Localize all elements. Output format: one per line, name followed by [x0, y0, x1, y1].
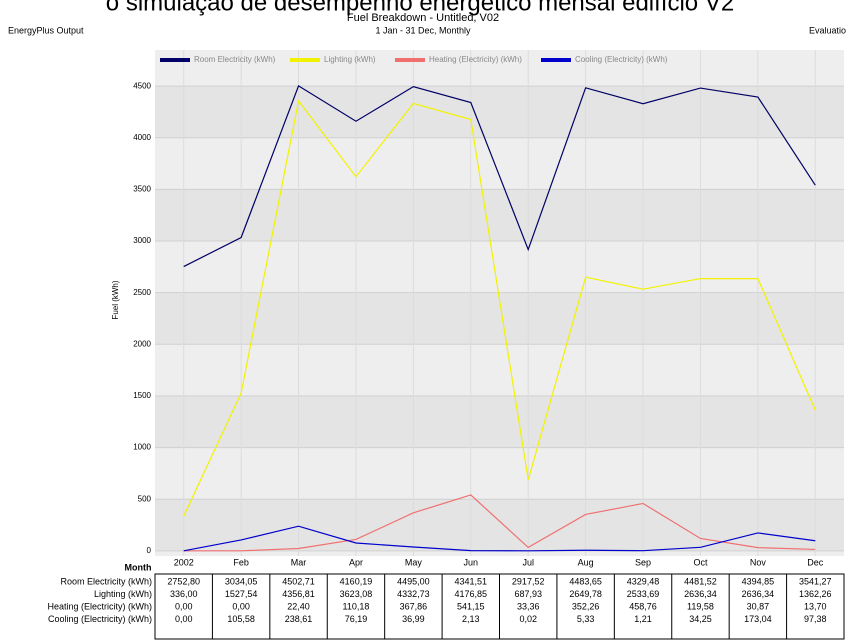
table-cell: 238,61: [285, 614, 313, 624]
table-cell: 458,76: [629, 601, 657, 611]
header-left: EnergyPlus Output: [8, 25, 84, 35]
banner: o simulação de desempenho energético men…: [106, 0, 734, 16]
table-cell: 0,02: [519, 614, 537, 624]
x-tick-label: Mar: [291, 557, 307, 567]
chart-subtitle: 1 Jan - 31 Dec, Monthly: [375, 25, 471, 35]
series-line: [183, 525, 816, 552]
table-cell: 34,25: [689, 614, 712, 624]
x-tick-label: Apr: [349, 557, 363, 567]
grid-band: [155, 86, 844, 138]
y-tick-label: 2000: [133, 339, 151, 348]
y-tick-label: 1500: [133, 391, 151, 400]
y-tick-label: 4000: [133, 133, 151, 142]
table-cell: 3541,27: [799, 576, 832, 586]
grid-band: [155, 499, 844, 551]
grid-band: [155, 189, 844, 242]
table-cell: 110,18: [343, 601, 370, 611]
table-cell: 4495,00: [397, 576, 430, 586]
table-cell: 97,38: [804, 614, 827, 624]
table-cell: 3034,05: [225, 576, 258, 586]
table-cell: 1527,54: [225, 589, 258, 599]
x-axis-label: Month: [125, 562, 152, 572]
table-cell: 541,15: [457, 601, 485, 611]
x-tick-label: May: [405, 557, 423, 567]
table-cell: 173,04: [744, 614, 772, 624]
y-tick-label: 2500: [133, 288, 151, 297]
table-cell: 0,00: [175, 601, 193, 611]
series-line: [183, 494, 816, 552]
table-cell: 4341,51: [455, 576, 488, 586]
table-cell: 3623,08: [340, 589, 373, 599]
table-row-label: Room Electricity (kWh): [60, 576, 152, 586]
chart-title: Fuel Breakdown - Untitled, V02: [347, 12, 499, 24]
legend-label: Lighting (kWh): [324, 55, 376, 64]
y-axis-label: Fuel (kWh): [111, 280, 120, 319]
table-cell: 4483,65: [569, 576, 602, 586]
table-cell: 4329,48: [627, 576, 660, 586]
table-cell: 687,93: [514, 589, 542, 599]
table-row-label: Lighting (kWh): [94, 589, 152, 599]
table-cell: 2533,69: [627, 589, 660, 599]
table-cell: 2917,52: [512, 576, 545, 586]
series-line: [183, 84, 816, 268]
table-cell: 2636,34: [684, 589, 717, 599]
table-row-label: Cooling (Electricity) (kWh): [48, 614, 152, 624]
table-cell: 336,00: [170, 589, 198, 599]
series-line: [183, 99, 816, 517]
y-tick-label: 4500: [133, 81, 151, 90]
table-row-label: Heating (Electricity) (kWh): [47, 601, 152, 611]
header-right: Evaluatio: [809, 25, 846, 35]
x-tick-label: Feb: [233, 557, 249, 567]
table-cell: 4176,85: [455, 589, 488, 599]
table-cell: 2,13: [462, 614, 480, 624]
table-cell: 352,26: [572, 601, 600, 611]
table-cell: 4332,73: [397, 589, 430, 599]
table-cell: 367,86: [400, 601, 428, 611]
table-cell: 30,87: [747, 601, 770, 611]
table-cell: 33,36: [517, 601, 540, 611]
x-tick-label: Jun: [464, 557, 479, 567]
table-cell: 2649,78: [569, 589, 602, 599]
table-cell: 4160,19: [340, 576, 373, 586]
x-tick-label: Sep: [635, 557, 651, 567]
x-tick-label: Jul: [522, 557, 534, 567]
table-cell: 4481,52: [684, 576, 717, 586]
table-cell: 4502,71: [282, 576, 315, 586]
x-tick-label: Dec: [807, 557, 824, 567]
table-cell: 22,40: [287, 601, 310, 611]
legend-label: Cooling (Electricity) (kWh): [575, 55, 668, 64]
table-cell: 4356,81: [282, 589, 315, 599]
table-cell: 13,70: [804, 601, 827, 611]
y-tick-label: 0: [147, 546, 152, 555]
y-tick-label: 1000: [133, 443, 151, 452]
grid-band: [155, 395, 844, 448]
table-cell: 4394,85: [742, 576, 775, 586]
legend-label: Heating (Electricity) (kWh): [429, 55, 522, 64]
table-cell: 119,58: [687, 601, 714, 611]
y-tick-label: 3000: [133, 236, 151, 245]
table-cell: 76,19: [345, 614, 368, 624]
table-cell: 0,00: [175, 614, 193, 624]
table-cell: 36,99: [402, 614, 425, 624]
y-tick-label: 500: [138, 494, 152, 503]
table-cell: 105,58: [227, 614, 255, 624]
table-cell: 0,00: [232, 601, 250, 611]
legend-label: Room Electricity (kWh): [194, 55, 276, 64]
table-cell: 2636,34: [742, 589, 775, 599]
x-tick-label: 2002: [174, 557, 194, 567]
table-cell: 2752,80: [167, 576, 200, 586]
table-cell: 5,33: [577, 614, 595, 624]
x-tick-label: Aug: [578, 557, 594, 567]
y-tick-label: 3500: [133, 185, 151, 194]
x-tick-label: Oct: [693, 557, 708, 567]
x-tick-label: Nov: [750, 557, 767, 567]
table-cell: 1362,26: [799, 589, 832, 599]
table-cell: 1,21: [634, 614, 652, 624]
